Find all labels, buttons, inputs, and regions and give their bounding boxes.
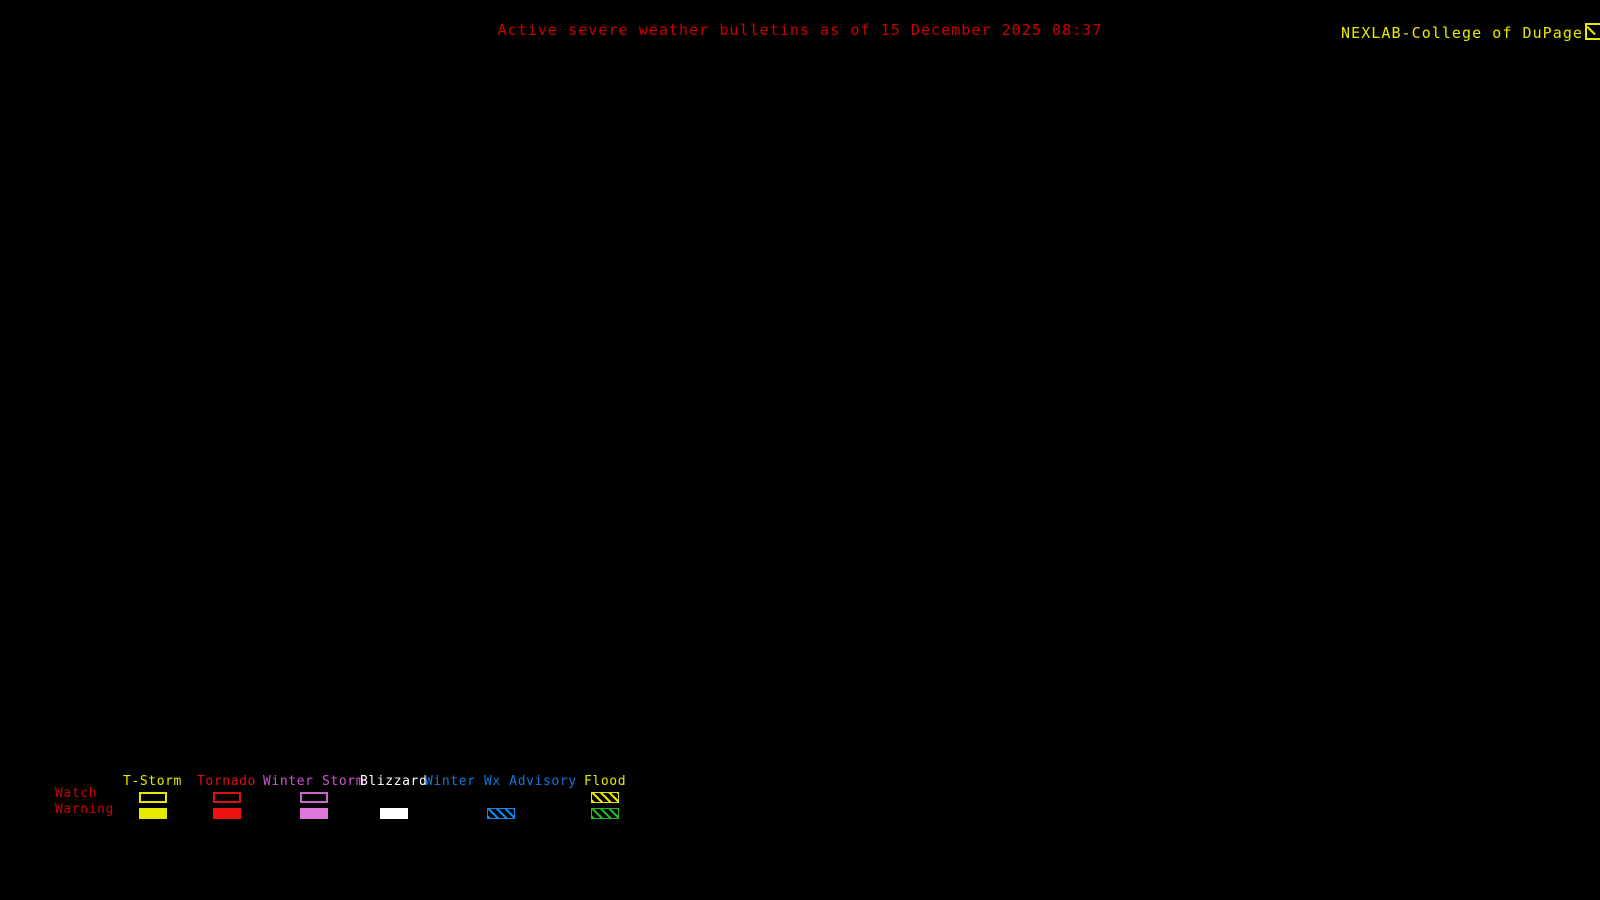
- legend-item-winter-storm[interactable]: Winter Storm: [263, 775, 364, 821]
- legend-item-flood-watch-swatch: [591, 791, 620, 803]
- legend-item-tornado-label: Tornado: [197, 774, 256, 789]
- legend-item-tstorm[interactable]: T-Storm: [123, 775, 182, 821]
- legend-row-label-watch: Watch: [55, 786, 98, 801]
- legend-item-tornado-watch-swatch: [212, 791, 241, 803]
- legend-row-label-warning: Warning: [55, 802, 114, 817]
- legend-item-tstorm-watch-swatch-wrap: [123, 789, 182, 805]
- legend-item-winter-storm-warning-swatch-wrap: [263, 805, 364, 821]
- legend-item-winter-wx-advisory[interactable]: Winter Wx Advisory: [425, 775, 577, 821]
- legend-item-tornado[interactable]: Tornado: [197, 775, 256, 821]
- legend-item-blizzard-label: Blizzard: [360, 774, 428, 789]
- legend-item-winter-storm-warning-swatch: [299, 807, 328, 819]
- legend-item-tstorm-label: T-Storm: [123, 774, 182, 789]
- legend-item-flood-label: Flood: [584, 774, 627, 789]
- brand-label[interactable]: NEXLAB-College of DuPage: [1301, 3, 1600, 60]
- legend-item-tornado-warning-swatch: [212, 807, 241, 819]
- legend-item-tornado-warning-swatch-wrap: [197, 805, 256, 821]
- legend-item-tstorm-warning-swatch: [138, 807, 167, 819]
- legend-item-blizzard-warning-swatch-wrap: [360, 805, 427, 821]
- external-link-icon: [1585, 23, 1600, 40]
- legend-item-flood-warning-swatch: [591, 807, 620, 819]
- legend-item-tstorm-warning-swatch-wrap: [123, 805, 182, 821]
- legend-row-labels: Watch Warning: [55, 786, 145, 818]
- legend-item-tornado-watch-swatch-wrap: [197, 789, 256, 805]
- map-canvas[interactable]: [0, 45, 1600, 770]
- legend-item-winter-storm-watch-swatch-wrap: [263, 789, 364, 805]
- legend-item-flood-warning-swatch-wrap: [584, 805, 626, 821]
- legend-item-flood[interactable]: Flood: [584, 775, 626, 821]
- legend-item-flood-watch-swatch-wrap: [584, 789, 626, 805]
- legend-item-winter-wx-advisory-warning-swatch-wrap: [425, 805, 577, 821]
- legend-item-tstorm-watch-swatch: [138, 791, 167, 803]
- legend: Watch Warning T-Storm Tornado Winter Storm…: [0, 775, 1600, 835]
- brand-text: NEXLAB-College of DuPage: [1341, 24, 1583, 42]
- legend-item-blizzard-warning-swatch: [379, 807, 408, 819]
- legend-item-blizzard-watch-swatch-wrap: [360, 789, 427, 805]
- page-title: Active severe weather bulletins as of 15…: [497, 21, 1103, 39]
- legend-item-winter-storm-label: Winter Storm: [263, 774, 365, 789]
- legend-item-winter-wx-advisory-watch-swatch-wrap: [425, 789, 577, 805]
- legend-item-winter-wx-advisory-label: Winter Wx Advisory: [425, 774, 577, 789]
- legend-item-winter-wx-advisory-warning-swatch: [486, 807, 515, 819]
- legend-item-blizzard[interactable]: Blizzard: [360, 775, 427, 821]
- legend-item-winter-storm-watch-swatch: [299, 791, 328, 803]
